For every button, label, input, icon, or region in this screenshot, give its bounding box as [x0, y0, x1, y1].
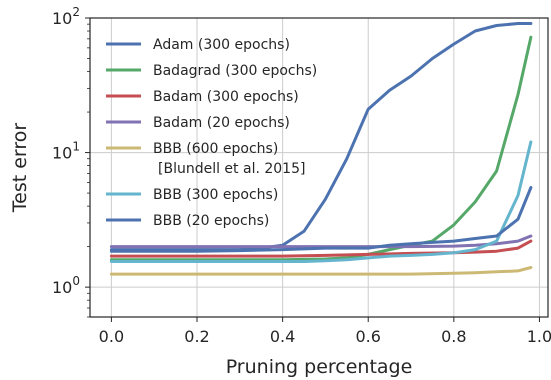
- y-tick-label: 100: [52, 274, 80, 297]
- legend-label-line: Badam (20 epochs): [153, 115, 290, 131]
- legend-item: BBB (20 epochs): [106, 213, 269, 229]
- series-line-2: [109, 35, 533, 262]
- legend-label: BBB (20 epochs): [153, 213, 269, 229]
- x-tick-label: 0.4: [270, 327, 295, 346]
- legend-label-line: [Blundell et al. 2015]: [158, 161, 305, 177]
- y-tick-base: 10: [52, 144, 72, 163]
- y-tick-label: 102: [52, 5, 80, 28]
- y-tick-exponent: 2: [72, 5, 80, 19]
- series-line-6: [109, 140, 533, 263]
- y-tick-exponent: 0: [72, 274, 80, 288]
- series-lines: [109, 22, 533, 276]
- legend-label: BBB (600 epochs) [Blundell et al. 2015]: [153, 141, 305, 177]
- x-tick-label: 0.2: [184, 327, 209, 346]
- x-axis-ticks: 0.0 0.2 0.4 0.6 0.8 1.0: [99, 317, 551, 346]
- x-tick-label: 0.8: [441, 327, 466, 346]
- legend-label: Badagrad (300 epochs): [153, 63, 317, 79]
- x-tick-label: 0.0: [99, 327, 124, 346]
- series-line-7: [109, 186, 533, 253]
- y-tick-exponent: 1: [72, 140, 80, 154]
- y-axis-label: Test error: [9, 123, 31, 214]
- series-line-4: [109, 234, 533, 249]
- legend-label-line: BBB (300 epochs): [153, 187, 278, 203]
- legend-label: Adam (300 epochs): [153, 37, 290, 53]
- legend-label-line: Badam (300 epochs): [153, 89, 299, 105]
- legend-item: BBB (300 epochs): [106, 187, 278, 203]
- legend-label-line: Badagrad (300 epochs): [153, 63, 317, 79]
- legend-item: Badagrad (300 epochs): [106, 63, 317, 79]
- series-line-5: [109, 266, 533, 276]
- y-tick-base: 10: [52, 9, 72, 28]
- y-tick-label: 101: [52, 140, 80, 163]
- legend-label: Badam (300 epochs): [153, 89, 299, 105]
- x-tick-label: 0.6: [355, 327, 380, 346]
- legend-label-line: Adam (300 epochs): [153, 37, 290, 53]
- legend-item: BBB (600 epochs) [Blundell et al. 2015]: [106, 141, 305, 177]
- legend-item: Badam (300 epochs): [106, 89, 299, 105]
- x-axis-label: Pruning percentage: [226, 356, 413, 378]
- plot-frame: [89, 17, 549, 318]
- legend-label: Badam (20 epochs): [153, 115, 290, 131]
- legend-item: Badam (20 epochs): [106, 115, 290, 131]
- y-tick-base: 10: [52, 278, 72, 297]
- legend: Adam (300 epochs) Badagrad (300 epochs) Ba…: [106, 37, 317, 229]
- legend-label-line: BBB (20 epochs): [153, 213, 269, 229]
- legend-label: BBB (300 epochs): [153, 187, 278, 203]
- legend-item: Adam (300 epochs): [106, 37, 290, 53]
- legend-label-line: BBB (600 epochs): [153, 141, 278, 157]
- series-line-1: [109, 22, 533, 252]
- x-tick-label: 1.0: [527, 327, 551, 346]
- series-line-3: [109, 239, 533, 258]
